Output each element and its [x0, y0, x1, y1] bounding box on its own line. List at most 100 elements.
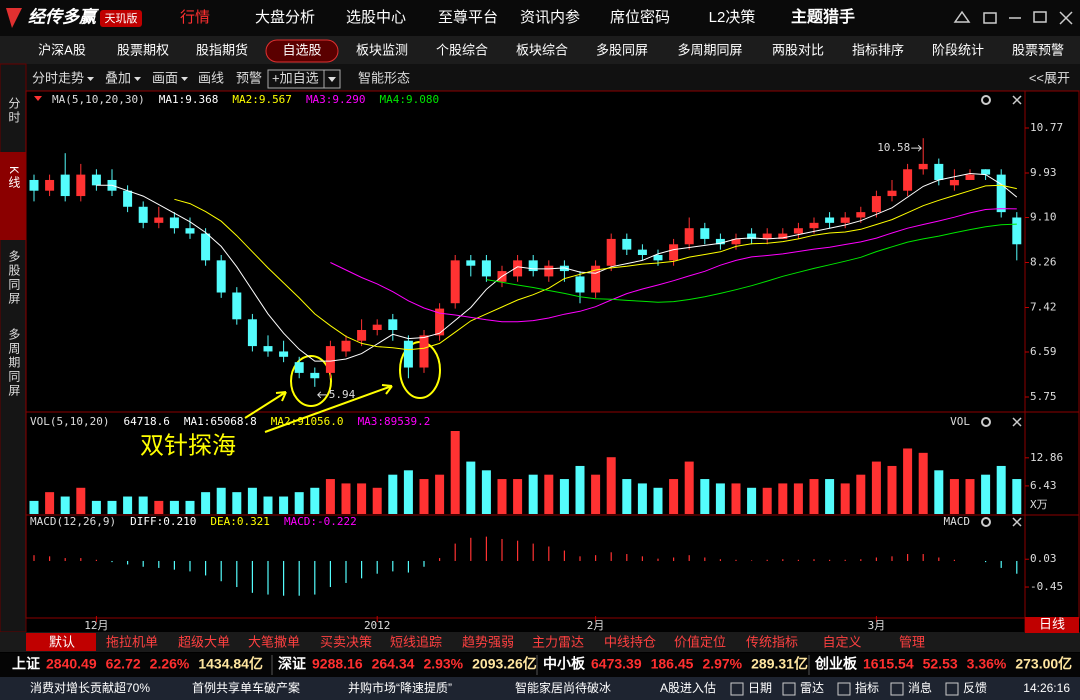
window-icon[interactable]	[953, 10, 971, 23]
status-item[interactable]: 指标	[855, 680, 879, 695]
panel-label: VOL	[950, 415, 970, 428]
status-item[interactable]: 消息	[908, 680, 932, 695]
unit-label: X万	[1030, 498, 1048, 511]
bottom-tab[interactable]: 默认	[49, 634, 75, 649]
period-tab[interactable]: 日线	[1039, 616, 1065, 631]
window-icon[interactable]	[1033, 11, 1047, 23]
main-tab[interactable]: 至尊平台	[438, 9, 498, 26]
bottom-tab[interactable]: 拖拉机单	[106, 634, 158, 649]
bottom-tab[interactable]: 买卖决策	[320, 634, 372, 649]
bottom-tab[interactable]: 自定义	[822, 634, 861, 649]
toolbar-item[interactable]: 智能形态	[358, 70, 410, 85]
candle-body	[762, 233, 772, 239]
news-item[interactable]: 消费对增长贡献超70%	[30, 680, 150, 695]
nav-item[interactable]: 两股对比	[772, 42, 824, 57]
bottom-tab[interactable]: 传统指标	[746, 634, 798, 649]
status-icon[interactable]	[890, 682, 904, 696]
toolbar-item[interactable]: 预警	[236, 70, 262, 85]
news-item[interactable]: A股进入估	[660, 681, 716, 695]
candle-body	[996, 174, 1006, 213]
index-field: 264.34	[372, 656, 415, 672]
expand[interactable]: <<展开	[1029, 70, 1070, 85]
candle-body	[419, 335, 429, 368]
candle-body	[45, 179, 55, 191]
status-item[interactable]: 反馈	[963, 681, 987, 695]
bottom-tab[interactable]: 短线追踪	[390, 634, 442, 649]
nav-item[interactable]: 板块监测	[356, 42, 408, 57]
annotation-arrow	[264, 384, 393, 433]
status-item[interactable]: 日期	[748, 681, 772, 695]
legend-item: MA(5,10,20,30)	[52, 93, 145, 106]
side-tab[interactable]: 多周期同屏	[7, 328, 21, 398]
settings-icon[interactable]	[981, 95, 991, 105]
main-tab[interactable]: 席位密码	[610, 9, 670, 26]
close-icon[interactable]	[1012, 417, 1022, 427]
main-tab[interactable]: 行情	[180, 9, 210, 26]
toolbar-item[interactable]: 叠加	[105, 70, 131, 85]
nav-item[interactable]: 多股同屏	[596, 42, 648, 57]
nav-item[interactable]: 股票预警	[1012, 42, 1064, 57]
window-icon[interactable]	[1059, 11, 1073, 25]
nav-item[interactable]: 股指期货	[196, 42, 248, 57]
news-item[interactable]: 首例共享单车破产案	[192, 680, 300, 695]
side-tab[interactable]: 多股同屏	[7, 250, 21, 306]
settings-icon[interactable]	[981, 417, 991, 427]
index-field: 52.53	[923, 656, 958, 672]
y-tick-label: 0.03	[1030, 552, 1057, 565]
side-tab[interactable]: K线	[7, 166, 21, 190]
bottom-tab[interactable]: 价值定位	[674, 634, 726, 649]
nav-item[interactable]: 多周期同屏	[677, 42, 742, 57]
nav-item[interactable]: 股票期权	[117, 42, 169, 57]
status-icon[interactable]	[730, 682, 744, 696]
dropdown-arrow	[328, 77, 336, 82]
main-tab[interactable]: 资讯内参	[520, 9, 580, 26]
legend-item: MA2:9.567	[232, 93, 292, 106]
side-tab[interactable]: 分时	[7, 97, 21, 125]
bottom-tab[interactable]: 大笔撒单	[248, 634, 300, 649]
nav-active[interactable]	[265, 39, 339, 63]
news-item[interactable]: 并购市场“降速提质”	[348, 680, 452, 695]
status-icon[interactable]	[782, 682, 796, 696]
index-field: 2093.26亿	[472, 656, 537, 672]
toolbar-item[interactable]: 画面	[152, 70, 178, 85]
bottom-tab[interactable]: 超级大单	[178, 634, 230, 649]
nav-item[interactable]: 沪深A股	[38, 42, 86, 57]
main-tab[interactable]: 大盘分析	[255, 8, 315, 26]
volume-bar	[232, 492, 242, 514]
close-icon[interactable]	[1012, 95, 1022, 105]
nav-item[interactable]: 自选股	[282, 42, 321, 57]
volume-bar	[622, 479, 632, 514]
settings-icon[interactable]	[981, 517, 991, 527]
main-tab[interactable]: 选股中心	[346, 9, 406, 26]
main-tab[interactable]: 主题猎手	[791, 7, 855, 26]
volume-bar	[715, 483, 725, 514]
candle-body	[185, 228, 195, 234]
toolbar-item[interactable]: 画线	[198, 70, 224, 85]
y-tick-label: 6.43	[1030, 479, 1057, 492]
nav-item[interactable]: 板块综合	[516, 42, 568, 57]
nav-item[interactable]: 指标排序	[852, 42, 904, 57]
status-icon[interactable]	[837, 682, 851, 696]
news-item[interactable]: 智能家居尚待破冰	[515, 680, 611, 695]
toolbar-item[interactable]: +加自选	[272, 70, 319, 85]
candle-body	[341, 340, 351, 352]
bottom-tab[interactable]: 管理	[899, 634, 925, 649]
nav-item[interactable]: 个股综合	[436, 42, 488, 57]
close-icon[interactable]	[1012, 517, 1022, 527]
status-icon[interactable]	[945, 682, 959, 696]
volume-bar	[263, 496, 273, 514]
bottom-tab[interactable]: 主力雷达	[532, 634, 584, 649]
bottom-tab[interactable]: 趋势强弱	[462, 634, 514, 649]
window-icon[interactable]	[983, 12, 997, 24]
bottom-tab[interactable]: 中线持仓	[604, 634, 656, 649]
candle-body	[778, 233, 788, 239]
main-tab[interactable]: L2决策	[709, 9, 756, 26]
toolbar-item[interactable]: 分时走势	[32, 70, 84, 85]
nav-item[interactable]: 阶段统计	[932, 42, 984, 57]
low-label: 5.94	[329, 388, 356, 401]
legend-toggle	[34, 96, 42, 101]
candle-body	[965, 174, 975, 180]
status-item[interactable]: 雷达	[800, 681, 824, 695]
volume-bar	[123, 496, 133, 514]
add-button-drop[interactable]	[323, 69, 341, 89]
